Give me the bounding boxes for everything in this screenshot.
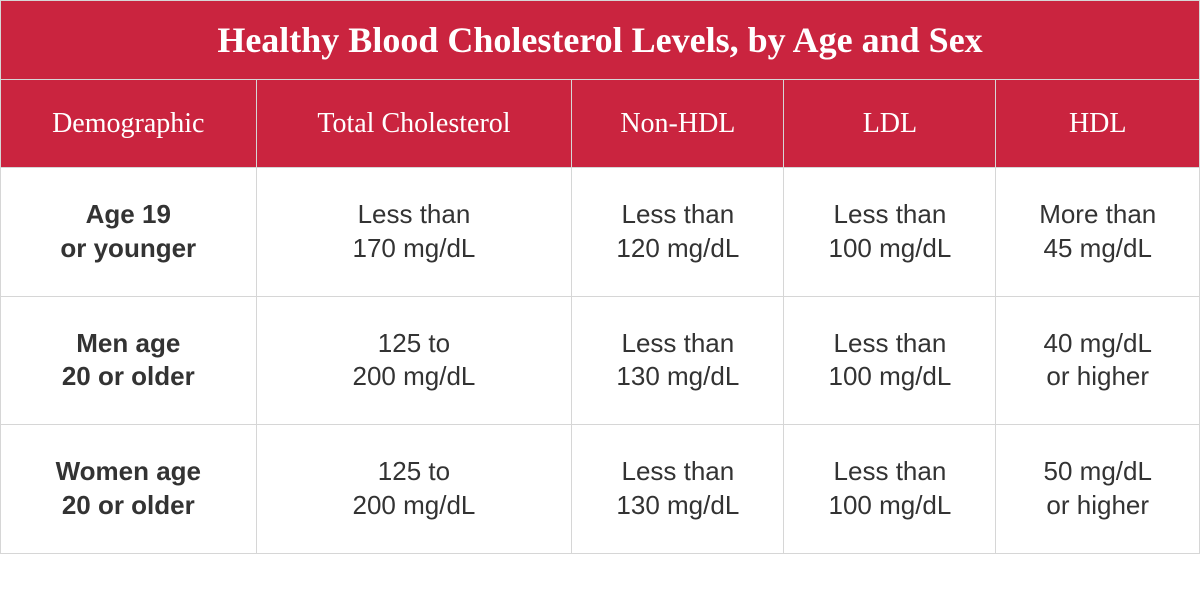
col-header-demographic: Demographic	[1, 80, 257, 168]
cell-ldl: Less than 100 mg/dL	[784, 296, 996, 425]
cell-ldl: Less than 100 mg/dL	[784, 168, 996, 297]
table-header-row: Demographic Total Cholesterol Non-HDL LD…	[1, 80, 1200, 168]
cell-ldl: Less than 100 mg/dL	[784, 425, 996, 554]
cell-hdl: 40 mg/dL or higher	[996, 296, 1200, 425]
col-header-total: Total Cholesterol	[256, 80, 572, 168]
col-header-total-line2: Cholesterol	[381, 108, 510, 139]
cholesterol-table: Healthy Blood Cholesterol Levels, by Age…	[0, 0, 1200, 554]
col-header-nonhdl: Non-HDL	[572, 80, 784, 168]
cell-total: 125 to 200 mg/dL	[256, 296, 572, 425]
cell-total: Less than 170 mg/dL	[256, 168, 572, 297]
table-row: Age 19 or younger Less than 170 mg/dL Le…	[1, 168, 1200, 297]
table-title: Healthy Blood Cholesterol Levels, by Age…	[1, 1, 1200, 80]
cell-hdl: 50 mg/dL or higher	[996, 425, 1200, 554]
cell-demographic: Men age 20 or older	[1, 296, 257, 425]
table-row: Women age 20 or older 125 to 200 mg/dL L…	[1, 425, 1200, 554]
cell-hdl: More than 45 mg/dL	[996, 168, 1200, 297]
col-header-ldl: LDL	[784, 80, 996, 168]
cell-demographic: Women age 20 or older	[1, 425, 257, 554]
cell-demographic: Age 19 or younger	[1, 168, 257, 297]
cell-nonhdl: Less than 120 mg/dL	[572, 168, 784, 297]
col-header-hdl: HDL	[996, 80, 1200, 168]
cell-nonhdl: Less than 130 mg/dL	[572, 296, 784, 425]
cell-nonhdl: Less than 130 mg/dL	[572, 425, 784, 554]
table-row: Men age 20 or older 125 to 200 mg/dL Les…	[1, 296, 1200, 425]
cell-total: 125 to 200 mg/dL	[256, 425, 572, 554]
col-header-total-line1: Total	[317, 108, 374, 139]
